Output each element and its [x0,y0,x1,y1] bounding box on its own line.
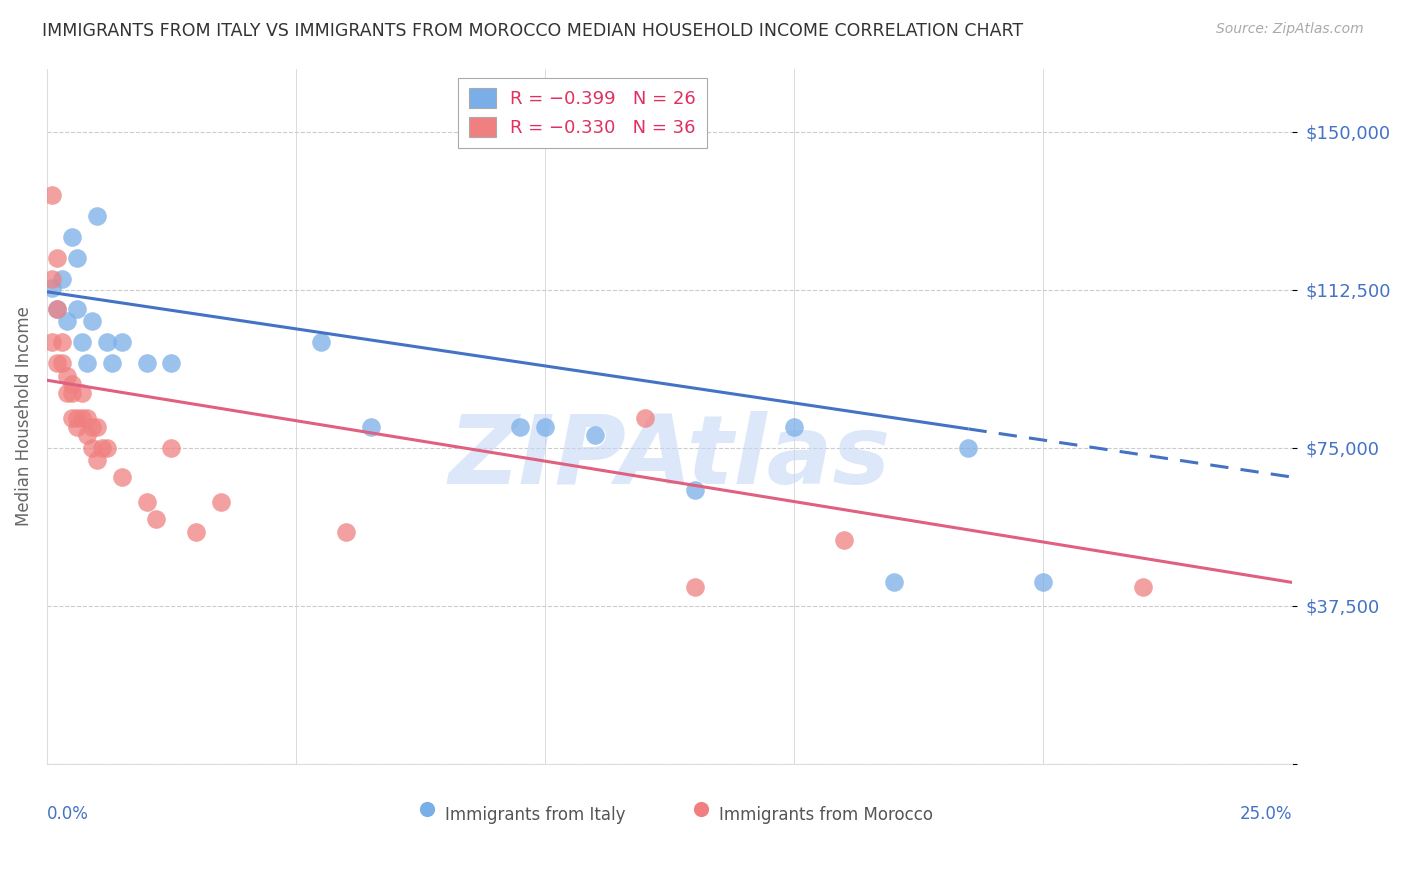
Point [45,301,67,316]
Point [209,495,232,509]
Point [41,280,63,294]
Point [41,187,63,202]
Legend: R = −0.399   N = 26, R = −0.330   N = 36: R = −0.399 N = 26, R = −0.330 N = 36 [458,78,707,148]
Point [60,385,83,400]
Point [76,411,98,425]
Point [832,533,855,548]
Text: 0.0%: 0.0% [46,805,89,823]
Point [360,419,382,434]
Point [45,356,67,370]
Point [335,524,357,539]
Point [534,419,557,434]
Point [957,441,980,455]
Point [45,251,67,265]
Point [683,483,706,497]
Point [60,230,83,244]
Point [70,385,93,400]
Point [883,575,905,590]
Point [160,356,183,370]
Text: ZIPAtlas: ZIPAtlas [449,411,891,504]
Point [96,335,118,350]
Point [90,441,112,455]
Point [80,441,103,455]
Point [51,356,73,370]
Point [41,335,63,350]
Point [80,314,103,328]
Point [634,411,657,425]
Point [41,272,63,286]
Point [110,470,132,484]
Point [66,301,89,316]
Point [66,251,89,265]
Text: Immigrants from Morocco: Immigrants from Morocco [720,806,934,824]
Point [509,419,531,434]
Point [70,411,93,425]
Point [45,301,67,316]
Point [51,272,73,286]
Text: IMMIGRANTS FROM ITALY VS IMMIGRANTS FROM MOROCCO MEDIAN HOUSEHOLD INCOME CORRELA: IMMIGRANTS FROM ITALY VS IMMIGRANTS FROM… [42,22,1024,40]
Point [56,369,79,384]
Point [76,428,98,442]
Point [70,335,93,350]
Point [86,419,108,434]
Point [66,411,89,425]
Point [56,314,79,328]
Point [583,428,606,442]
Point [96,441,118,455]
Point [76,356,98,370]
Point [60,411,83,425]
Y-axis label: Median Household Income: Median Household Income [15,306,32,526]
Point [56,385,79,400]
Text: Immigrants from Italy: Immigrants from Italy [446,806,626,824]
Point [1032,575,1054,590]
Point [309,335,332,350]
Point [1132,580,1154,594]
Text: Source: ZipAtlas.com: Source: ZipAtlas.com [1216,22,1364,37]
Point [60,377,83,392]
Point [145,512,167,526]
Point [160,441,183,455]
Point [110,335,132,350]
Point [135,356,157,370]
Point [100,356,122,370]
Point [66,419,89,434]
Point [86,209,108,223]
Point [51,335,73,350]
Point [80,419,103,434]
Point [186,524,208,539]
Point [135,495,157,509]
Point [86,453,108,467]
Point [783,419,806,434]
Text: 25.0%: 25.0% [1240,805,1292,823]
Point [683,580,706,594]
